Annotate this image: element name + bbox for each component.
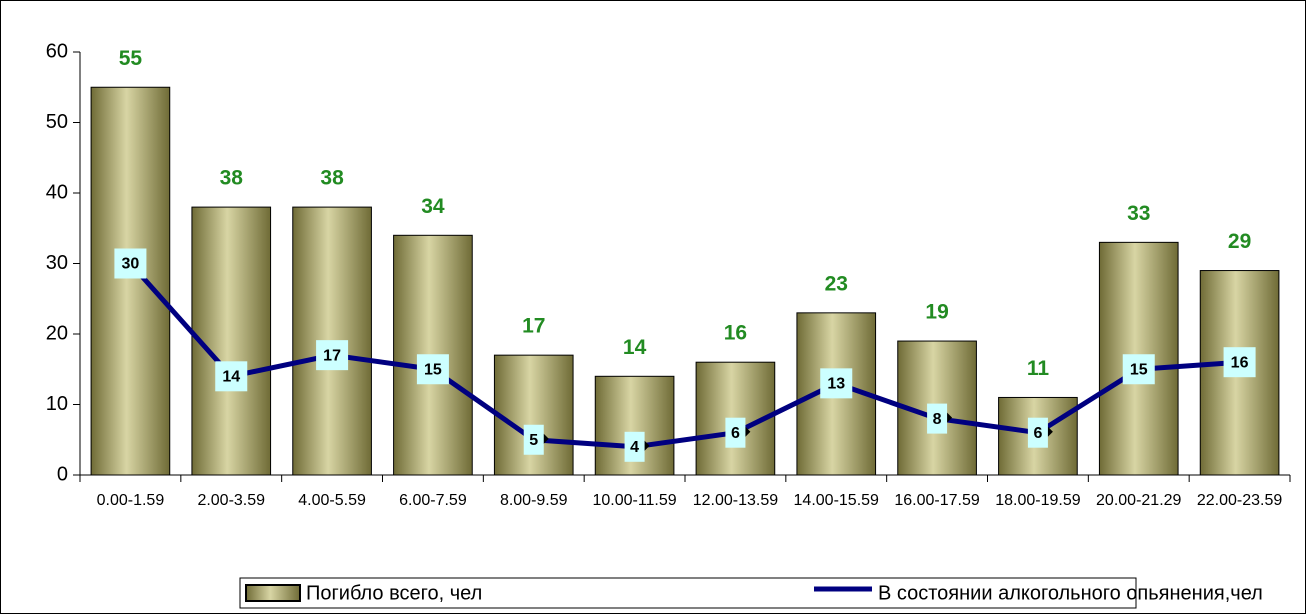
- line-label-box: [820, 368, 853, 399]
- bar: [493, 354, 574, 476]
- x-tick-label: 4.00-5.59: [298, 492, 366, 509]
- bar-value-label: 16: [724, 322, 747, 345]
- y-tick-label: 10: [46, 393, 68, 415]
- line: [128, 261, 1240, 450]
- line-value-label: 17: [323, 347, 341, 364]
- y-tick-label: 60: [46, 40, 68, 62]
- line-label-box: [1122, 354, 1155, 385]
- x-tick-label: 20.00-21.29: [1096, 492, 1182, 509]
- line-value-label: 8: [933, 411, 942, 428]
- x-tick-label: 14.00-15.59: [793, 492, 879, 509]
- y-tick-label: 0: [57, 463, 68, 485]
- bar-value-label: 38: [220, 167, 244, 190]
- line-value-label: 15: [1130, 361, 1148, 378]
- bar: [191, 206, 272, 476]
- x-tick-label: 18.00-19.59: [995, 492, 1081, 509]
- bar-value-label: 29: [1228, 230, 1251, 253]
- line-label-box: [1027, 417, 1048, 448]
- bar-value-label: 14: [623, 336, 647, 359]
- x-tick-label: 6.00-7.59: [399, 492, 467, 509]
- bar-value-label: 34: [421, 195, 445, 218]
- legend-label: Погибло всего, чел: [306, 582, 482, 604]
- legend-box: [239, 577, 1137, 609]
- line-label-box: [624, 431, 645, 462]
- y-tick-label: 40: [46, 181, 68, 203]
- bar-value-label: 17: [522, 315, 545, 338]
- line-value-label: 14: [222, 369, 240, 386]
- line-label-box: [523, 424, 544, 455]
- line-label-box: [215, 361, 248, 392]
- legend-label: В состоянии алкогольного опьянения,чел: [878, 582, 1263, 604]
- bar-value-label: 55: [119, 47, 143, 70]
- line-value-label: 6: [731, 425, 740, 442]
- line-label-box: [316, 340, 349, 371]
- bar-value-label: 33: [1127, 202, 1150, 225]
- line-label-box: [1223, 347, 1256, 378]
- line-label-box: [927, 403, 948, 434]
- x-tick-label: 12.00-13.59: [692, 492, 779, 509]
- x-tick-label: 0.00-1.59: [96, 492, 165, 509]
- bar-value-label: 23: [825, 272, 848, 295]
- x-tick-label: 22.00-23.59: [1196, 492, 1283, 509]
- legend-swatch: [245, 584, 301, 602]
- line-value-label: 4: [630, 439, 639, 456]
- y-tick-label: 50: [46, 111, 68, 133]
- bar-value-label: 11: [1027, 357, 1050, 380]
- y-tick-label: 30: [46, 252, 68, 274]
- bar-value-label: 19: [925, 301, 948, 324]
- line-value-label: 5: [529, 432, 538, 449]
- line-label-box: [114, 248, 147, 279]
- line-value-label: 30: [122, 256, 140, 273]
- x-tick-label: 2.00-3.59: [197, 492, 266, 509]
- bar-value-label: 38: [320, 167, 344, 190]
- line-label-box: [725, 417, 746, 448]
- x-tick-label: 16.00-17.59: [894, 492, 980, 509]
- line-value-label: 15: [424, 361, 442, 378]
- line-value-label: 6: [1033, 425, 1042, 442]
- line-value-label: 16: [1231, 354, 1249, 371]
- line-label-box: [416, 354, 449, 385]
- x-tick-label: 10.00-11.59: [592, 492, 677, 509]
- bar: [90, 86, 171, 476]
- x-tick-label: 8.00-9.59: [499, 492, 568, 509]
- y-tick-label: 20: [46, 322, 68, 344]
- line-value-label: 13: [827, 376, 845, 393]
